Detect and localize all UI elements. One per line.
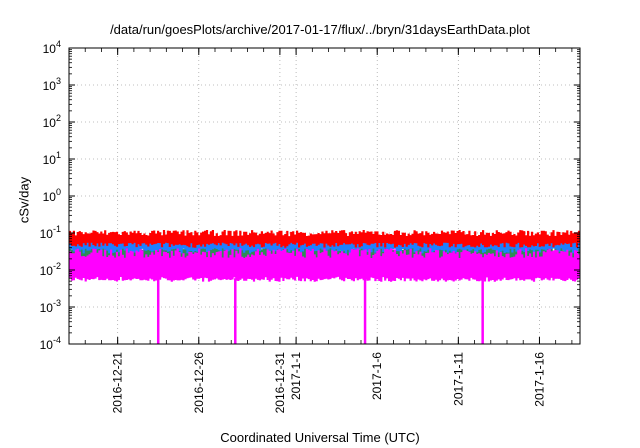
y-tick-label: 10-2 [40,261,61,278]
y-tick-label: 10-4 [40,335,61,352]
series-line [68,230,581,248]
y-tick-label: 102 [43,113,61,130]
x-tick-label: 2017-1-6 [370,352,384,400]
x-tick-label: 2017-1-1 [289,352,303,400]
x-tick-label: 2016-12-21 [111,352,125,414]
x-tick-label: 2017-1-11 [451,352,465,406]
series-line [68,248,581,281]
x-tick-label: 2016-12-31 [273,352,287,414]
x-tick-label: 2016-12-26 [192,352,206,414]
x-tick-label: 2017-1-16 [532,352,546,407]
y-tick-label: 100 [43,187,61,204]
y-tick-label: 104 [43,39,61,56]
x-axis-label: Coordinated Universal Time (UTC) [220,430,420,445]
y-tick-label: 103 [43,76,61,93]
y-tick-label: 101 [43,150,61,167]
chart-title: /data/run/goesPlots/archive/2017-01-17/f… [110,22,530,37]
y-tick-label: 10-1 [40,224,61,241]
y-tick-label: 10-3 [40,298,61,315]
